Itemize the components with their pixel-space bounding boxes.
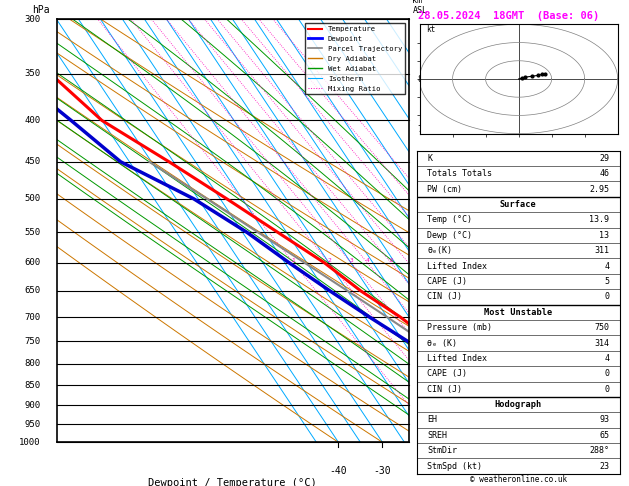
Text: LCL: LCL: [418, 438, 431, 447]
Text: ≡∕∕: ≡∕∕: [457, 361, 470, 367]
Text: ≡∕∕: ≡∕∕: [457, 314, 470, 320]
Text: Dewp (°C): Dewp (°C): [427, 231, 472, 240]
Text: 5: 5: [604, 277, 610, 286]
Text: 3: 3: [418, 312, 423, 322]
Text: 311: 311: [594, 246, 610, 255]
Text: 10: 10: [553, 466, 564, 475]
Text: Temp (°C): Temp (°C): [427, 215, 472, 225]
Text: 4: 4: [365, 258, 369, 263]
Point: [533, 71, 543, 79]
Text: StmSpd (kt): StmSpd (kt): [427, 462, 482, 470]
Text: 2.95: 2.95: [589, 185, 610, 193]
Text: 288°: 288°: [589, 446, 610, 455]
Text: 0: 0: [511, 466, 518, 475]
Legend: Temperature, Dewpoint, Parcel Trajectory, Dry Adiabat, Wet Adiabat, Isotherm, Mi: Temperature, Dewpoint, Parcel Trajectory…: [305, 23, 405, 94]
Text: θₑ(K): θₑ(K): [427, 246, 452, 255]
Text: 93: 93: [599, 416, 610, 424]
Text: 46: 46: [599, 169, 610, 178]
Text: 550: 550: [25, 228, 41, 237]
Text: Lifted Index: Lifted Index: [427, 354, 487, 363]
Text: CIN (J): CIN (J): [427, 385, 462, 394]
Text: 6: 6: [389, 258, 393, 263]
Text: km
ASL: km ASL: [413, 0, 427, 15]
Text: Dewpoint / Temperature (°C): Dewpoint / Temperature (°C): [148, 478, 317, 486]
Text: 314: 314: [594, 339, 610, 347]
Text: 950: 950: [25, 420, 41, 429]
Text: PW (cm): PW (cm): [427, 185, 462, 193]
Text: 1000: 1000: [19, 438, 41, 447]
Text: CAPE (J): CAPE (J): [427, 277, 467, 286]
Point: [520, 73, 530, 81]
Text: 3: 3: [349, 258, 353, 263]
Text: 5: 5: [418, 221, 423, 230]
Text: 8: 8: [418, 75, 423, 84]
Text: Hodograph: Hodograph: [494, 400, 542, 409]
Text: ≡∕∕: ≡∕∕: [457, 402, 470, 408]
Text: -30: -30: [374, 466, 391, 475]
Text: 4: 4: [604, 261, 610, 271]
Text: -40: -40: [330, 466, 347, 475]
Text: 600: 600: [25, 259, 41, 267]
Text: StmDir: StmDir: [427, 446, 457, 455]
Text: Pressure (mb): Pressure (mb): [427, 323, 492, 332]
Text: 1: 1: [418, 401, 423, 410]
Text: kt: kt: [426, 25, 435, 34]
Text: ≡∕∕: ≡∕∕: [457, 260, 470, 266]
Point: [517, 74, 527, 82]
Text: 750: 750: [25, 337, 41, 346]
Text: Surface: Surface: [500, 200, 537, 209]
Text: CIN (J): CIN (J): [427, 293, 462, 301]
Point: [540, 69, 550, 77]
Text: ≡∕∕: ≡∕∕: [457, 382, 470, 388]
Text: hPa: hPa: [32, 5, 50, 15]
Text: 20: 20: [597, 466, 608, 475]
Text: 350: 350: [25, 69, 41, 78]
Text: Most Unstable: Most Unstable: [484, 308, 552, 317]
Text: 65: 65: [599, 431, 610, 440]
Text: 650: 650: [25, 286, 41, 295]
Text: 1: 1: [292, 258, 296, 263]
Text: EH: EH: [427, 416, 437, 424]
Text: 400: 400: [25, 116, 41, 125]
Text: 29: 29: [599, 154, 610, 163]
Text: 300: 300: [25, 15, 41, 24]
Text: 6: 6: [418, 174, 423, 183]
Point: [526, 72, 537, 80]
Text: 500: 500: [25, 194, 41, 203]
Text: 50°31'N  1°37'E  30m ASL: 50°31'N 1°37'E 30m ASL: [145, 0, 316, 2]
Text: 13.9: 13.9: [589, 215, 610, 225]
Text: 4: 4: [604, 354, 610, 363]
Text: CAPE (J): CAPE (J): [427, 369, 467, 378]
Text: 850: 850: [25, 381, 41, 390]
Text: SREH: SREH: [427, 431, 447, 440]
Text: 2: 2: [327, 258, 331, 263]
Text: 0: 0: [604, 293, 610, 301]
Text: Lifted Index: Lifted Index: [427, 261, 487, 271]
Text: 4: 4: [418, 268, 423, 277]
Text: 700: 700: [25, 312, 41, 322]
Text: © weatheronline.co.uk: © weatheronline.co.uk: [470, 474, 567, 484]
Text: K: K: [427, 154, 432, 163]
Text: ≡∕∕: ≡∕∕: [457, 196, 470, 202]
Text: 28.05.2024  18GMT  (Base: 06): 28.05.2024 18GMT (Base: 06): [418, 11, 599, 21]
Text: -10: -10: [462, 466, 479, 475]
Text: 900: 900: [25, 401, 41, 410]
Text: 7: 7: [418, 125, 423, 135]
Text: 450: 450: [25, 157, 41, 166]
Text: θₑ (K): θₑ (K): [427, 339, 457, 347]
Text: 800: 800: [25, 359, 41, 368]
Text: Totals Totals: Totals Totals: [427, 169, 492, 178]
Text: 23: 23: [599, 462, 610, 470]
Text: Mixing Ratio (g/kg): Mixing Ratio (g/kg): [443, 187, 452, 275]
Text: 750: 750: [594, 323, 610, 332]
Text: 0: 0: [604, 369, 610, 378]
Point: [537, 70, 547, 78]
Text: ≡∕∕: ≡∕∕: [457, 70, 470, 77]
Text: ≡∕∕: ≡∕∕: [457, 421, 470, 427]
Text: 2: 2: [418, 357, 423, 366]
Text: 0: 0: [604, 385, 610, 394]
Text: 13: 13: [599, 231, 610, 240]
Text: -20: -20: [418, 466, 435, 475]
Text: ≡∕∕: ≡∕∕: [457, 118, 470, 123]
